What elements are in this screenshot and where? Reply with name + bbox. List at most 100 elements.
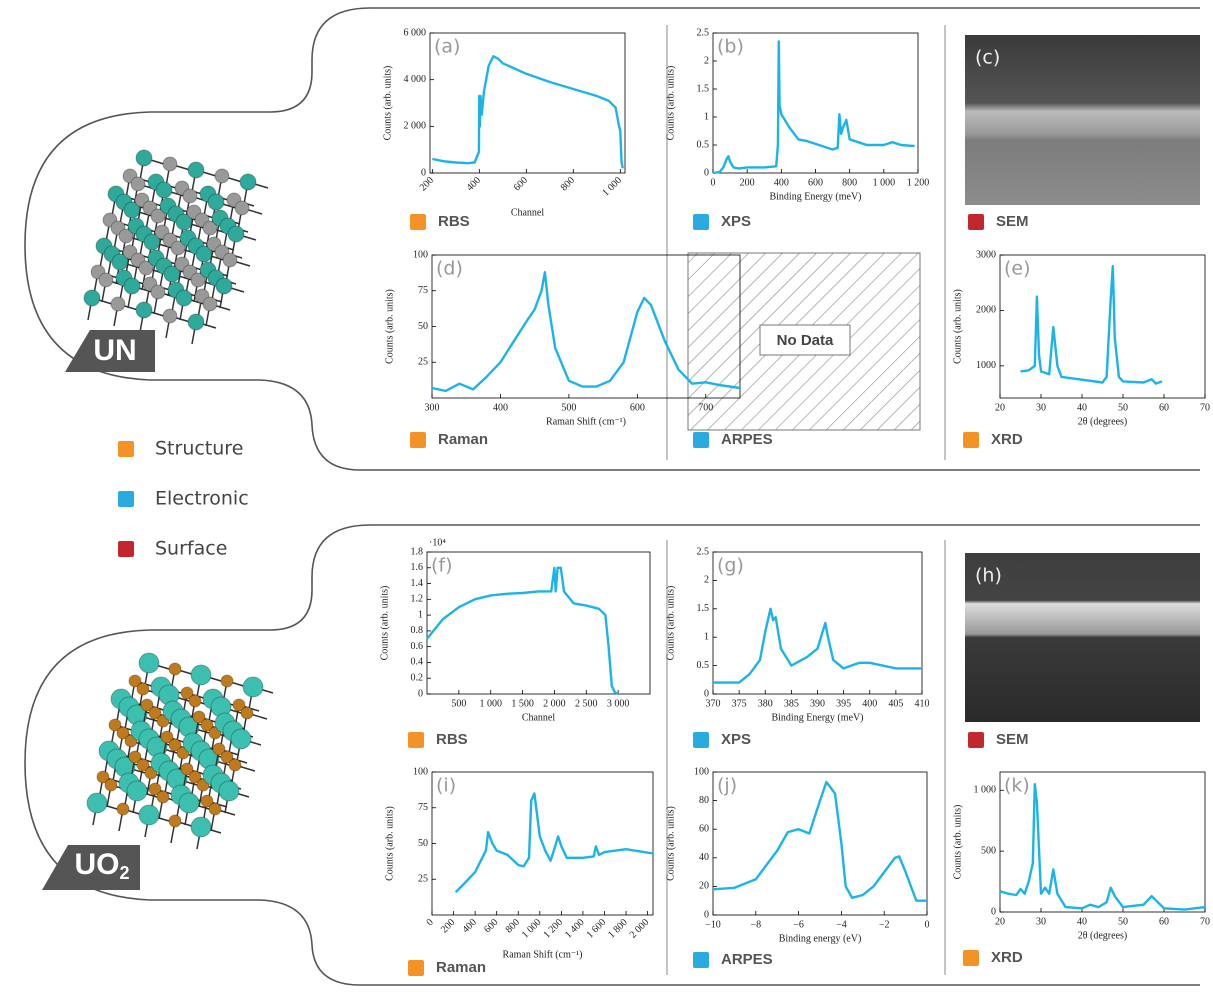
x-tick-label: −2 (879, 919, 890, 930)
atom (157, 791, 169, 803)
atom (117, 803, 129, 815)
category-icon (118, 441, 134, 457)
x-axis-label: Binding energy (eV) (779, 933, 862, 944)
atom (169, 815, 181, 827)
y-tick-label: 75 (418, 802, 428, 813)
x-tick-label: 1 600 (585, 917, 609, 941)
category-icon (963, 950, 979, 966)
atom (163, 157, 177, 171)
y-tick-label: 0.4 (411, 657, 424, 668)
x-tick-label: 2 500 (575, 698, 598, 709)
y-tick-label: 1.5 (697, 603, 710, 614)
atom (219, 781, 239, 801)
material-label: UN (93, 334, 136, 367)
atom (105, 779, 117, 791)
plot-frame (1000, 772, 1205, 912)
atom (209, 803, 221, 815)
y-tick-label: 100 (694, 766, 709, 777)
y-tick-label: 40 (699, 852, 709, 863)
x-axis-label: 2θ (degrees) (1078, 416, 1128, 427)
figure: UN UO2 (c) (h) No Data StructureElectron… (0, 0, 1213, 992)
y-tick-label: 1 (704, 111, 709, 122)
data-line (1021, 266, 1163, 384)
atom (127, 781, 147, 801)
technique-label: XPS (721, 731, 751, 748)
material-label: UO (74, 848, 119, 881)
atom (156, 182, 172, 198)
plot-frame (427, 552, 650, 694)
x-tick-label: 370 (706, 698, 721, 709)
crystal-structure (84, 150, 268, 344)
x-tick-label: 1 800 (606, 917, 630, 941)
category-icon (963, 432, 979, 448)
atom (84, 290, 100, 306)
data-line (713, 782, 927, 901)
category-icon (693, 952, 709, 968)
plot-frame (713, 772, 927, 915)
atom (183, 189, 197, 203)
atom (151, 285, 165, 299)
panel-annotation: (i) (436, 775, 456, 797)
atom (188, 162, 204, 178)
atom (139, 805, 159, 825)
x-tick-label: 2 000 (628, 917, 652, 941)
x-axis-label: Channel (511, 207, 545, 218)
technique-label: SEM (996, 731, 1029, 748)
atom (216, 278, 232, 294)
y-tick-label: 1 000 (974, 785, 997, 796)
panel-annotation: (a) (434, 36, 460, 58)
panel-annotation: (h) (975, 565, 1002, 587)
x-tick-label: 40 (1077, 402, 1087, 413)
x-tick-label: 400 (493, 402, 508, 413)
category-icon (408, 732, 424, 748)
x-tick-label: 1 500 (511, 698, 534, 709)
atom (111, 297, 125, 311)
y-axis-label: Counts (arb. units) (665, 806, 676, 881)
atom (208, 194, 224, 210)
y-tick-label: 1.8 (411, 546, 424, 557)
atom (179, 793, 199, 813)
y-tick-label: 25 (418, 357, 428, 368)
x-axis-label: Binding Energy (meV) (769, 191, 861, 202)
y-tick-label: 20 (699, 881, 709, 892)
x-axis-label: 2θ (degrees) (1078, 930, 1128, 941)
atom (169, 663, 181, 675)
atom (136, 302, 152, 318)
x-tick-label: −6 (793, 919, 804, 930)
atom (231, 729, 251, 749)
atom (229, 759, 241, 771)
x-tick-label: 395 (836, 698, 851, 709)
x-tick-label: −10 (705, 919, 721, 930)
x-axis-label: Raman Shift (cm⁻¹) (546, 416, 626, 427)
empty-label: No Data (777, 332, 834, 349)
data-line (456, 794, 653, 893)
x-tick-label: 40 (1077, 916, 1087, 927)
y-tick-label: 1 (704, 631, 709, 642)
atom (139, 653, 159, 673)
y-tick-label: 500 (981, 845, 996, 856)
y-tick-label: 0.6 (411, 641, 424, 652)
x-tick-label: 1 000 (520, 917, 544, 941)
y-axis-label: Counts (arb. units) (379, 586, 390, 661)
x-tick-label: 20 (995, 402, 1005, 413)
x-tick-label: 300 (425, 402, 440, 413)
y-tick-label: 0.8 (411, 625, 424, 636)
atom (221, 675, 233, 687)
x-tick-label: 500 (451, 698, 466, 709)
data-line (432, 56, 622, 168)
y-tick-label: 75 (418, 285, 428, 296)
x-tick-label: 600 (808, 177, 823, 188)
x-tick-label: 1 400 (563, 917, 587, 941)
atom (87, 793, 107, 813)
data-line (713, 41, 915, 173)
x-tick-label: 30 (1036, 916, 1046, 927)
x-tick-label: 30 (1036, 402, 1046, 413)
atom (124, 278, 140, 294)
panel-annotation: (c) (975, 47, 1000, 69)
technique-label: Raman (436, 959, 486, 976)
y-axis-label: Counts (arb. units) (952, 289, 963, 364)
x-tick-label: 70 (1200, 402, 1210, 413)
x-tick-label: 375 (732, 698, 747, 709)
x-tick-label: 400 (774, 177, 789, 188)
category-icon (408, 960, 424, 976)
